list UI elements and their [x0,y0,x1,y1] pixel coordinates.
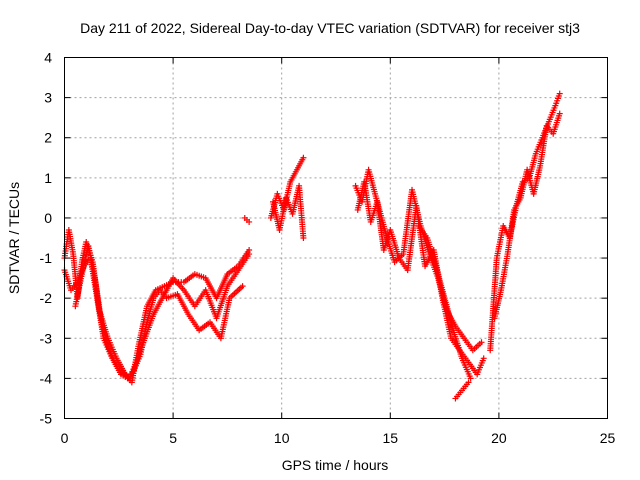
y-tick-label: 4 [44,50,52,66]
y-tick-label: 2 [44,130,52,146]
x-axis-label: GPS time / hours [282,457,389,473]
data-point [246,218,253,225]
data-point [556,110,563,117]
data-point [556,90,563,97]
y-axis-label: SDTVAR / TECUs [6,182,22,294]
x-tick-label: 20 [491,430,507,446]
y-tick-label: -5 [40,411,53,427]
data-points [61,90,563,402]
data-point [465,379,472,386]
y-tick-label: 0 [44,210,52,226]
x-tick-label: 5 [169,430,177,446]
chart-title: Day 211 of 2022, Sidereal Day-to-day VTE… [80,20,580,36]
data-point [246,251,253,258]
x-tick-label: 15 [383,430,399,446]
y-tick-label: -1 [40,250,53,266]
x-tick-labels: 0 5 10 15 20 25 [61,430,616,446]
axis-ticks [64,57,608,419]
data-point [300,154,307,161]
y-tick-label: -4 [40,370,53,386]
x-tick-label: 25 [600,430,616,446]
data-point [480,355,487,362]
data-point [300,235,307,241]
data-point [478,339,485,346]
y-tick-label: 1 [44,170,52,186]
plot-frame [64,57,608,419]
y-tick-labels: -5 -4 -3 -2 -1 0 1 2 3 4 [40,50,53,427]
data-point [239,283,246,290]
x-tick-label: 0 [61,430,69,446]
data-point [467,375,474,382]
y-tick-label: -3 [40,330,53,346]
x-tick-label: 10 [274,430,290,446]
y-tick-label: 3 [44,90,52,106]
y-tick-label: -2 [40,290,53,306]
